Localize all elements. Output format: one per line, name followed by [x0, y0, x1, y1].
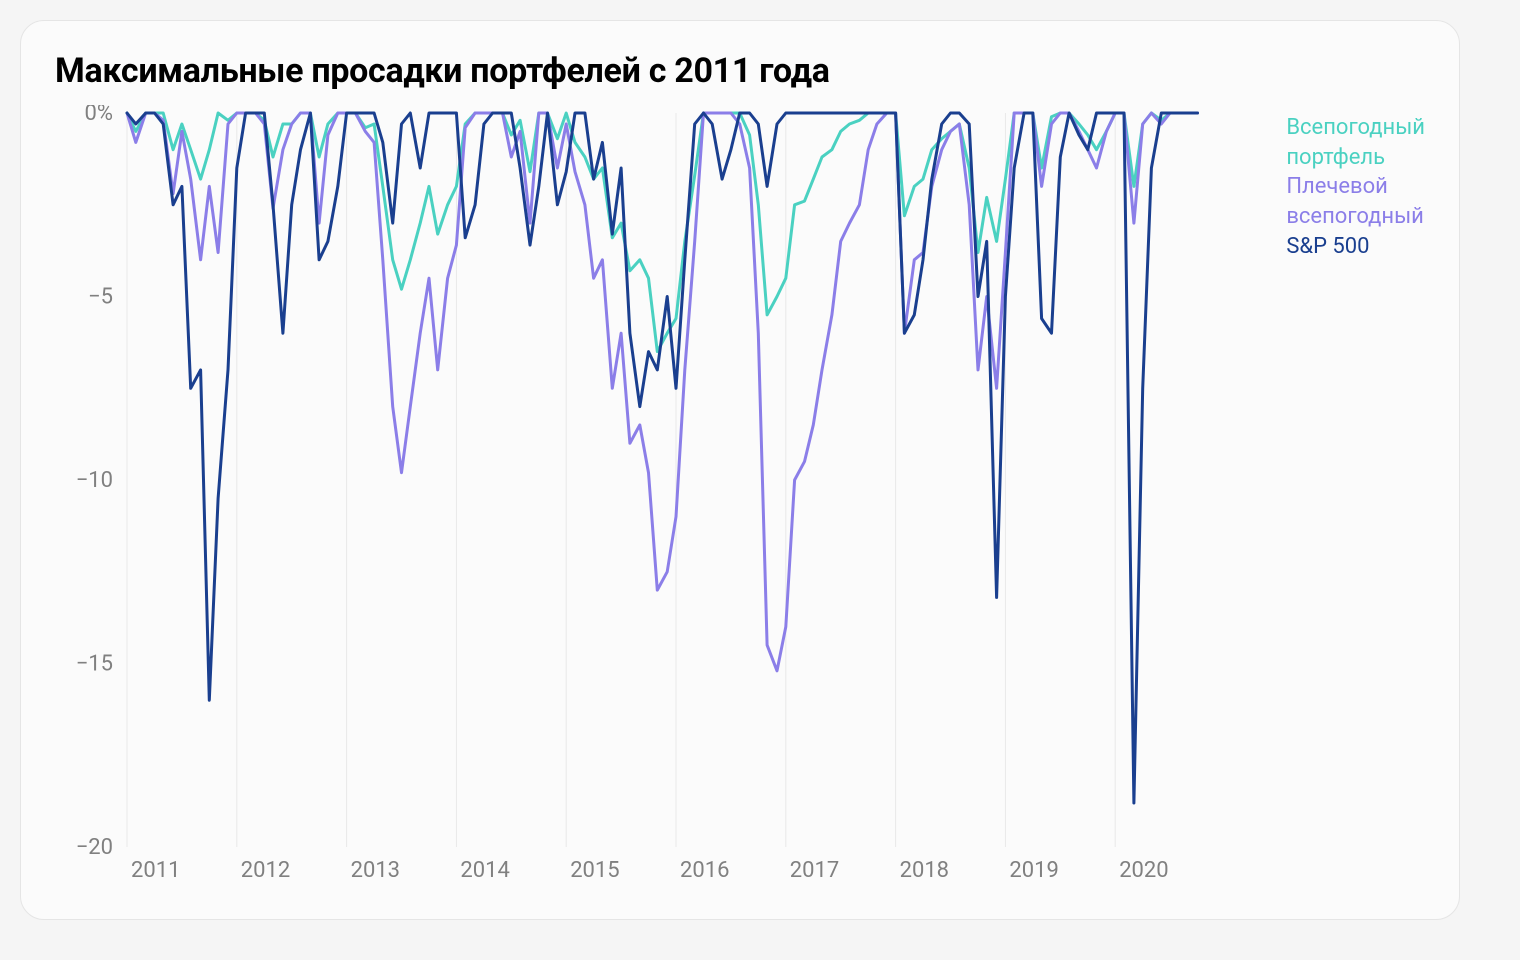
svg-text:2014: 2014 [460, 858, 509, 883]
legend-item: Всепогодный [1286, 113, 1425, 143]
svg-text:−20: −20 [76, 835, 113, 860]
chart-title: Максимальные просадки портфелей с 2011 г… [55, 51, 1425, 91]
svg-text:−10: −10 [76, 468, 113, 493]
legend-item: всепогодный [1286, 202, 1425, 232]
legend-item: Плечевой [1286, 172, 1425, 202]
svg-text:2015: 2015 [570, 858, 619, 883]
svg-text:2020: 2020 [1119, 858, 1168, 883]
svg-text:2013: 2013 [351, 858, 400, 883]
svg-text:2019: 2019 [1009, 858, 1058, 883]
svg-text:0%: 0% [85, 105, 113, 126]
svg-text:2011: 2011 [131, 858, 180, 883]
legend-item: портфель [1286, 143, 1425, 173]
svg-text:−5: −5 [88, 285, 113, 310]
legend-item: S&P 500 [1286, 232, 1425, 262]
legend: ВсепогодныйпортфельПлечевойвсепогодныйS&… [1286, 113, 1425, 261]
drawdown-chart: 0% −5 −10 −15 −20 2011 2012 2013 2014 2015 2016 201… [55, 105, 1425, 887]
svg-text:2018: 2018 [900, 858, 949, 883]
svg-text:2012: 2012 [241, 858, 290, 883]
chart-card: Максимальные просадки портфелей с 2011 г… [20, 20, 1460, 920]
series-line [127, 113, 1198, 803]
svg-text:−15: −15 [76, 652, 113, 677]
svg-text:2017: 2017 [790, 858, 839, 883]
chart-area: 0% −5 −10 −15 −20 2011 2012 2013 2014 2015 2016 201… [55, 105, 1425, 887]
svg-text:2016: 2016 [680, 858, 729, 883]
